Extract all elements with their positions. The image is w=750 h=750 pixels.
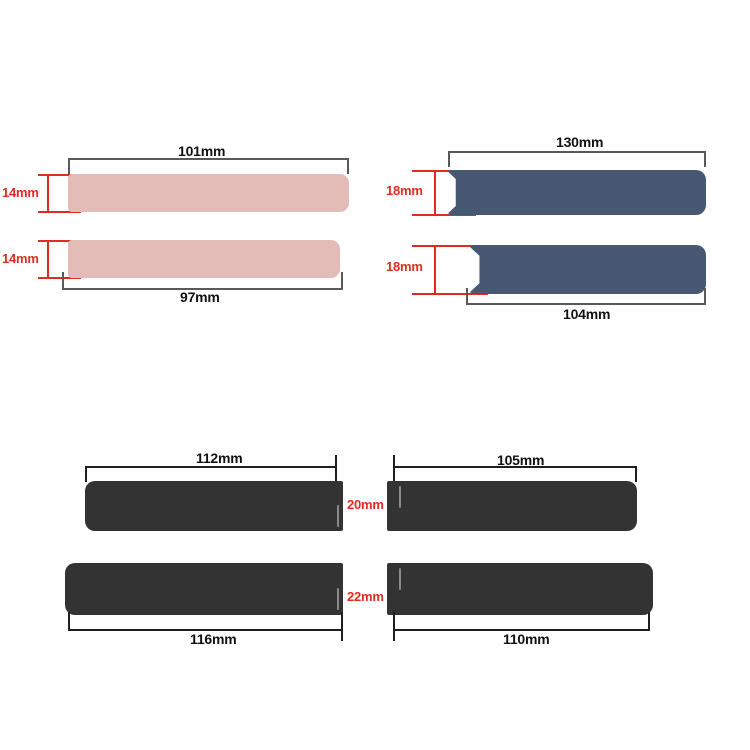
blue-upper-width-label: 18mm [386, 183, 423, 198]
blue-lower-length-dimline [466, 303, 706, 305]
pink-lower-length-tick-left [62, 272, 64, 289]
pink-upper-length-dimline [68, 158, 349, 160]
black-upper-left-tick-inner [335, 455, 337, 482]
black-upper-lug-gap [343, 478, 387, 534]
black-lower-lug-width-label: 22mm [347, 589, 384, 604]
blue-band-lower [470, 245, 706, 294]
blue-upper-length-dimline [448, 151, 706, 153]
black-upper-lug-width-label: 20mm [347, 497, 384, 512]
black-lower-right-tick-outer [648, 612, 650, 630]
pink-upper-width-vline [47, 174, 49, 212]
black-upper-pin-left [337, 505, 339, 527]
blue-upper-length-tick-right [704, 151, 706, 167]
blue-upper-length-label: 130mm [556, 134, 604, 150]
black-lower-right-dimline [393, 629, 650, 631]
pink-upper-width-label: 14mm [2, 185, 39, 200]
black-upper-left-length-label: 112mm [196, 450, 243, 466]
pink-upper-width-dimline-bottom [38, 211, 81, 213]
blue-lower-length-tick-right [704, 288, 706, 304]
black-upper-left-dimline [85, 466, 337, 468]
blue-upper-width-vline [434, 170, 436, 215]
black-lower-left-length-label: 116mm [190, 631, 237, 647]
black-lower-pin-left [337, 588, 339, 610]
black-lower-left-tick-outer [68, 612, 70, 630]
blue-lower-length-label: 104mm [563, 306, 611, 322]
black-lower-left-dimline [68, 629, 343, 631]
blue-upper-width-dimline-top [412, 170, 476, 172]
black-upper-left-tick-outer [85, 466, 87, 482]
blue-lower-width-label: 18mm [386, 259, 423, 274]
pink-upper-length-label: 101mm [178, 143, 226, 159]
pink-lower-width-dimline-top [38, 240, 81, 242]
pink-upper-length-tick-left [68, 158, 70, 174]
black-lower-left-tick-inner [341, 612, 343, 641]
black-upper-pin-right [399, 486, 401, 508]
blue-lower-width-dimline-bottom [412, 293, 488, 295]
blue-lower-width-vline [434, 245, 436, 294]
black-upper-right-tick-inner [393, 455, 395, 482]
pink-lower-length-tick-right [341, 272, 343, 289]
pink-upper-length-tick-right [347, 158, 349, 174]
black-lower-pin-right [399, 568, 401, 590]
pink-lower-width-vline [47, 240, 49, 278]
blue-lower-length-tick-left [466, 288, 468, 304]
pink-band-lower [68, 240, 340, 278]
blue-lower-width-dimline-top [412, 245, 488, 247]
blue-upper-width-dimline-bottom [412, 214, 476, 216]
black-lower-lug-gap [343, 560, 387, 618]
black-lower-right-length-label: 110mm [503, 631, 550, 647]
pink-upper-width-dimline-top [38, 174, 81, 176]
black-band-lower-left-half [65, 563, 343, 615]
black-upper-right-tick-outer [635, 466, 637, 482]
pink-lower-width-dimline-bottom [38, 277, 81, 279]
black-upper-right-length-label: 105mm [497, 452, 545, 468]
pink-band-upper [68, 174, 349, 212]
blue-band-upper [448, 170, 706, 215]
black-band-lower-right-half [387, 563, 653, 615]
black-lower-right-tick-inner [393, 612, 395, 641]
black-band-upper-right-half [387, 481, 637, 531]
black-band-upper-left-half [85, 481, 343, 531]
blue-upper-length-tick-left [448, 151, 450, 167]
pink-lower-length-dimline [62, 288, 343, 290]
pink-lower-width-label: 14mm [2, 251, 39, 266]
pink-lower-length-label: 97mm [180, 289, 220, 305]
black-upper-right-dimline [393, 466, 637, 468]
